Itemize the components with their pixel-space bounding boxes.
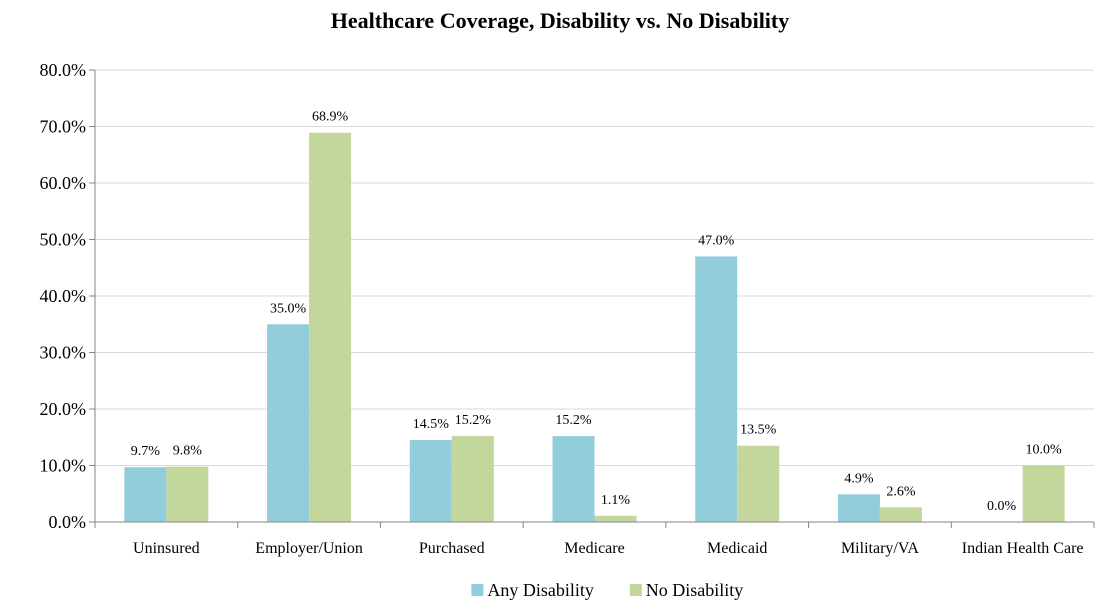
data-label: 68.9%: [312, 110, 349, 125]
bar: [594, 515, 637, 522]
bar: [309, 132, 352, 522]
data-label: 1.1%: [601, 493, 631, 508]
data-label: 47.0%: [698, 233, 735, 248]
data-label: 15.2%: [555, 413, 592, 428]
data-label: 35.0%: [270, 301, 307, 316]
data-label: 15.2%: [455, 413, 492, 428]
y-axis: 0.0% 10.0% 20.0% 30.0% 40.0% 50.0% 60.0% 70.0% 8…: [40, 60, 96, 532]
y-tick-label: 40.0%: [40, 286, 87, 306]
legend-swatch: [471, 584, 484, 596]
x-category-label: Medicaid: [707, 540, 767, 557]
bar: [124, 467, 167, 522]
y-tick-label: 30.0%: [40, 343, 87, 363]
x-category-label: Military/VA: [841, 540, 919, 557]
bar: [837, 494, 880, 522]
x-category-label: Employer/Union: [255, 540, 363, 557]
legend-label: Any Disability: [487, 580, 594, 600]
bar: [552, 436, 595, 522]
y-tick-label: 0.0%: [49, 512, 87, 532]
data-label: 2.6%: [886, 484, 916, 499]
data-label: 4.9%: [844, 471, 874, 486]
bar: [879, 507, 922, 522]
y-tick-label: 20.0%: [40, 399, 87, 419]
x-category-label: Medicare: [564, 540, 624, 557]
y-tick-label: 60.0%: [40, 173, 87, 193]
bars: 9.7% 9.8% 35.0% 68.9% 14.5% 15.2% 15.2% 1.1% 47.…: [124, 110, 1065, 522]
y-tick-label: 50.0%: [40, 230, 87, 250]
bar: [166, 466, 209, 522]
data-label: 14.5%: [413, 417, 450, 432]
legend-label: No Disability: [646, 580, 744, 600]
x-category-label: Indian Health Care: [962, 540, 1084, 557]
y-tick-label: 80.0%: [40, 60, 87, 80]
data-label: 0.0%: [987, 499, 1017, 514]
bar: [451, 436, 494, 522]
bar: [1022, 465, 1065, 522]
bar: [409, 440, 452, 522]
y-tick-label: 70.0%: [40, 117, 87, 137]
bar: [737, 445, 780, 522]
data-label: 10.0%: [1026, 443, 1063, 458]
legend-swatch: [629, 584, 642, 596]
y-tick-label: 10.0%: [40, 456, 87, 476]
data-label: 9.8%: [173, 444, 203, 459]
x-axis: Uninsured Employer/Union Purchased Medicare…: [94, 521, 1095, 557]
x-category-label: Purchased: [419, 540, 485, 557]
x-category-label: Uninsured: [133, 540, 200, 557]
data-label: 9.7%: [131, 444, 161, 459]
data-label: 13.5%: [740, 423, 777, 438]
chart-title: Healthcare Coverage, Disability vs. No D…: [331, 8, 790, 33]
bar: [695, 256, 738, 522]
gridlines: [95, 69, 1094, 466]
bar: [267, 324, 310, 522]
legend: Any Disability No Disability: [471, 580, 743, 600]
